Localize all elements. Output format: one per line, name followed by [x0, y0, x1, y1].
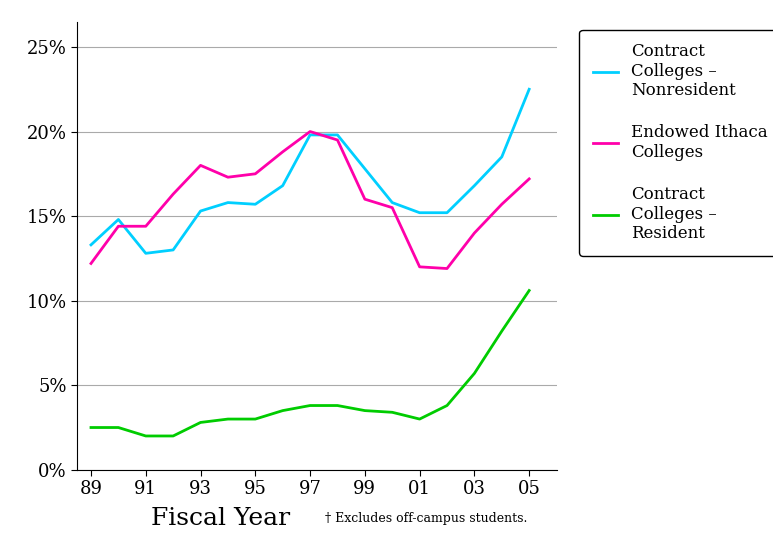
Text: † Excludes off-campus students.: † Excludes off-campus students.	[325, 512, 527, 525]
Legend: Contract
Colleges –
Nonresident, Endowed Ithaca
Colleges, Contract
Colleges –
Re: Contract Colleges – Nonresident, Endowed…	[579, 30, 773, 255]
Text: Fiscal Year: Fiscal Year	[151, 507, 290, 530]
